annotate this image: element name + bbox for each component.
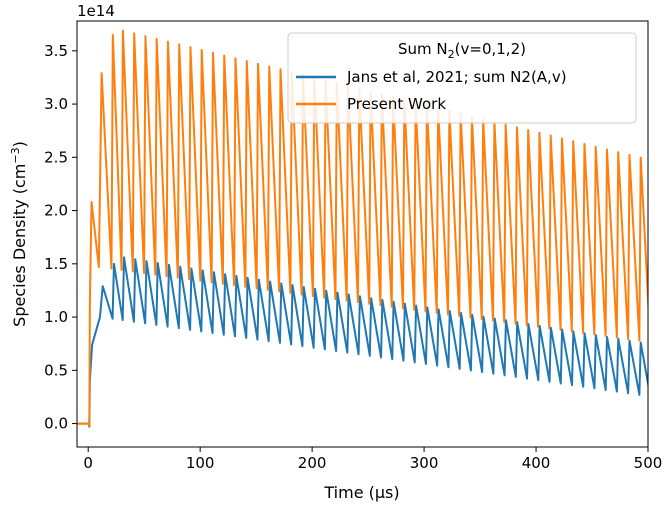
series-line-1 [77, 29, 648, 427]
legend-label-jans: Jans et al, 2021; sum N2(A,v) [346, 68, 567, 86]
x-tick-label: 500 [634, 454, 663, 472]
y-tick-label: 0.0 [44, 415, 68, 433]
y-axis-label-superscript: −3 [9, 147, 22, 163]
y-tick-label: 3.0 [44, 95, 68, 113]
y-tick-label: 0.5 [44, 361, 68, 379]
y-tick-label: 2.0 [44, 202, 68, 220]
series-line-0 [77, 256, 648, 428]
legend-title-suffix: (v=0,1,2) [455, 40, 526, 58]
y-axis-label-end: ) [10, 141, 29, 147]
y-tick-label: 3.5 [44, 42, 68, 60]
x-tick-label: 400 [522, 454, 551, 472]
y-tick-label: 1.0 [44, 308, 68, 326]
legend: Sum N2(v=0,1,2) Jans et al, 2021; sum N2… [287, 32, 637, 124]
x-axis-label: Time (μs) [323, 483, 399, 502]
x-tick-label: 300 [410, 454, 439, 472]
y-axis-ticks: 0.0 0.5 1.0 1.5 2.0 2.5 3.0 3.5 [44, 42, 77, 433]
legend-title-prefix: Sum N [398, 40, 448, 58]
legend-box [287, 32, 637, 124]
x-tick-label: 100 [186, 454, 215, 472]
y-offset-text: 1e14 [77, 2, 115, 20]
plot-frame [76, 20, 649, 448]
legend-title-subscript: 2 [448, 48, 455, 61]
legend-title: Sum N2(v=0,1,2) [398, 40, 526, 61]
x-tick-label: 200 [298, 454, 327, 472]
legend-label-present-work: Present Work [347, 95, 446, 113]
x-axis-ticks: 0 100 200 300 400 500 [83, 447, 662, 472]
y-tick-label: 1.5 [44, 255, 68, 273]
y-axis-label-main: Species Density (cm [10, 164, 29, 327]
y-axis-label: Species Density (cm−3) [9, 141, 29, 327]
y-tick-label: 2.5 [44, 148, 68, 166]
x-tick-label: 0 [83, 454, 93, 472]
series-layer [77, 29, 648, 428]
